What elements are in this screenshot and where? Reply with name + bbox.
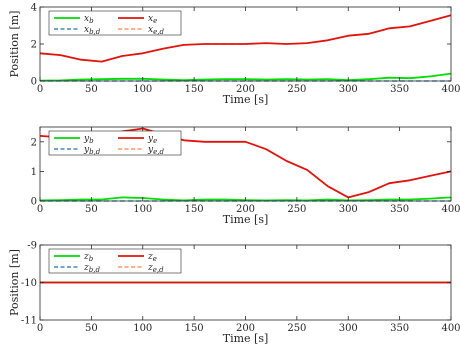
legend-entry-subscript: e xyxy=(153,17,157,25)
x-tick-label: 200 xyxy=(236,323,255,334)
x-tick-label: 200 xyxy=(236,84,255,95)
x-tick-label: 0 xyxy=(37,204,43,215)
x-tick-label: 100 xyxy=(133,204,152,215)
x-tick-label: 0 xyxy=(37,323,43,334)
legend-entry-subscript: e xyxy=(153,255,157,263)
x-tick-label: 200 xyxy=(236,204,255,215)
series-line-4 xyxy=(39,14,452,63)
legend-entry-subscript: e,d xyxy=(153,148,164,156)
x-axis-label: Time [s] xyxy=(223,332,269,345)
legend-box xyxy=(48,130,182,156)
legend-entry-subscript: b xyxy=(89,137,94,145)
x-tick-label: 400 xyxy=(441,204,460,215)
y-tick-label: 2 xyxy=(31,137,37,148)
y-axis-label: Position [m] xyxy=(8,11,21,78)
legend-entry-subscript: e,d xyxy=(153,266,164,274)
legend-entry-label: xb,d xyxy=(84,25,101,36)
legend-entry-subscript: b xyxy=(89,255,94,263)
x-tick-label: 400 xyxy=(441,84,460,95)
x-tick-label: 300 xyxy=(339,323,358,334)
y-tick-label: 2 xyxy=(31,40,37,51)
legend-entry-label: ye,d xyxy=(147,145,164,156)
x-axis-label: Time [s] xyxy=(223,213,269,226)
legend-entry-subscript: b xyxy=(89,17,94,25)
x-tick-label: 150 xyxy=(185,84,204,95)
y-tick-label: 1 xyxy=(31,167,37,178)
x-tick-label: 250 xyxy=(287,204,306,215)
x-tick-label: 50 xyxy=(85,323,98,334)
legend-box xyxy=(48,248,182,274)
legend: yb ye yb,d ye,d xyxy=(48,130,182,156)
x-tick-label: 100 xyxy=(133,323,152,334)
x-tick-label: 100 xyxy=(133,84,152,95)
legend-entry-label: yb,d xyxy=(83,145,101,156)
x-tick-label: 50 xyxy=(85,204,98,215)
subplot-1: 0 50 100 150 200 250 300 350 400 0 2 4 Time [s] Posit… xyxy=(8,3,460,107)
y-tick-label: 0 xyxy=(31,197,37,208)
x-tick-label: 350 xyxy=(390,204,409,215)
y-axis-label: Position [m] xyxy=(8,249,21,316)
legend-entry-label: yb xyxy=(83,134,94,145)
legend-entry-label: zb,d xyxy=(83,263,100,274)
legend: xb xe xb,d xe,d xyxy=(48,10,182,36)
x-tick-label: 350 xyxy=(390,323,409,334)
legend-entry-label: xe xyxy=(148,14,157,25)
x-tick-label: 300 xyxy=(339,84,358,95)
legend-entry-label: ze xyxy=(147,252,157,263)
x-tick-label: 400 xyxy=(441,323,460,334)
y-tick-label: 4 xyxy=(31,3,37,14)
x-tick-label: 300 xyxy=(339,204,358,215)
legend-entry-subscript: b,d xyxy=(89,266,101,274)
x-tick-label: 50 xyxy=(85,84,98,95)
y-tick-label: -10 xyxy=(21,278,37,289)
x-tick-label: 250 xyxy=(287,84,306,95)
legend-entry-subscript: b,d xyxy=(89,28,101,36)
legend-entry-label: ze,d xyxy=(147,263,164,274)
y-tick-label: -9 xyxy=(27,241,37,252)
y-tick-label: -11 xyxy=(21,316,37,327)
x-tick-label: 350 xyxy=(390,84,409,95)
legend-entry-label: zb xyxy=(83,252,94,263)
x-tick-label: 250 xyxy=(287,323,306,334)
legend-entry-label: ye xyxy=(147,134,157,145)
subplot-3: 0 50 100 150 200 250 300 350 400 -11 -10 -9 Time [s]… xyxy=(8,241,460,346)
legend-box xyxy=(48,10,182,36)
x-tick-label: 150 xyxy=(185,204,204,215)
legend-entry-label: xe,d xyxy=(148,25,164,36)
x-tick-label: 0 xyxy=(37,84,43,95)
legend-entry-subscript: b,d xyxy=(89,148,101,156)
x-tick-label: 150 xyxy=(185,323,204,334)
x-axis-label: Time [s] xyxy=(223,93,269,106)
legend-entry-subscript: e,d xyxy=(153,28,164,36)
legend-entry-label: xb xyxy=(84,14,94,25)
legend: zb ze zb,d ze,d xyxy=(48,248,182,274)
legend-entry-subscript: e xyxy=(153,137,157,145)
y-tick-label: 0 xyxy=(31,77,37,88)
